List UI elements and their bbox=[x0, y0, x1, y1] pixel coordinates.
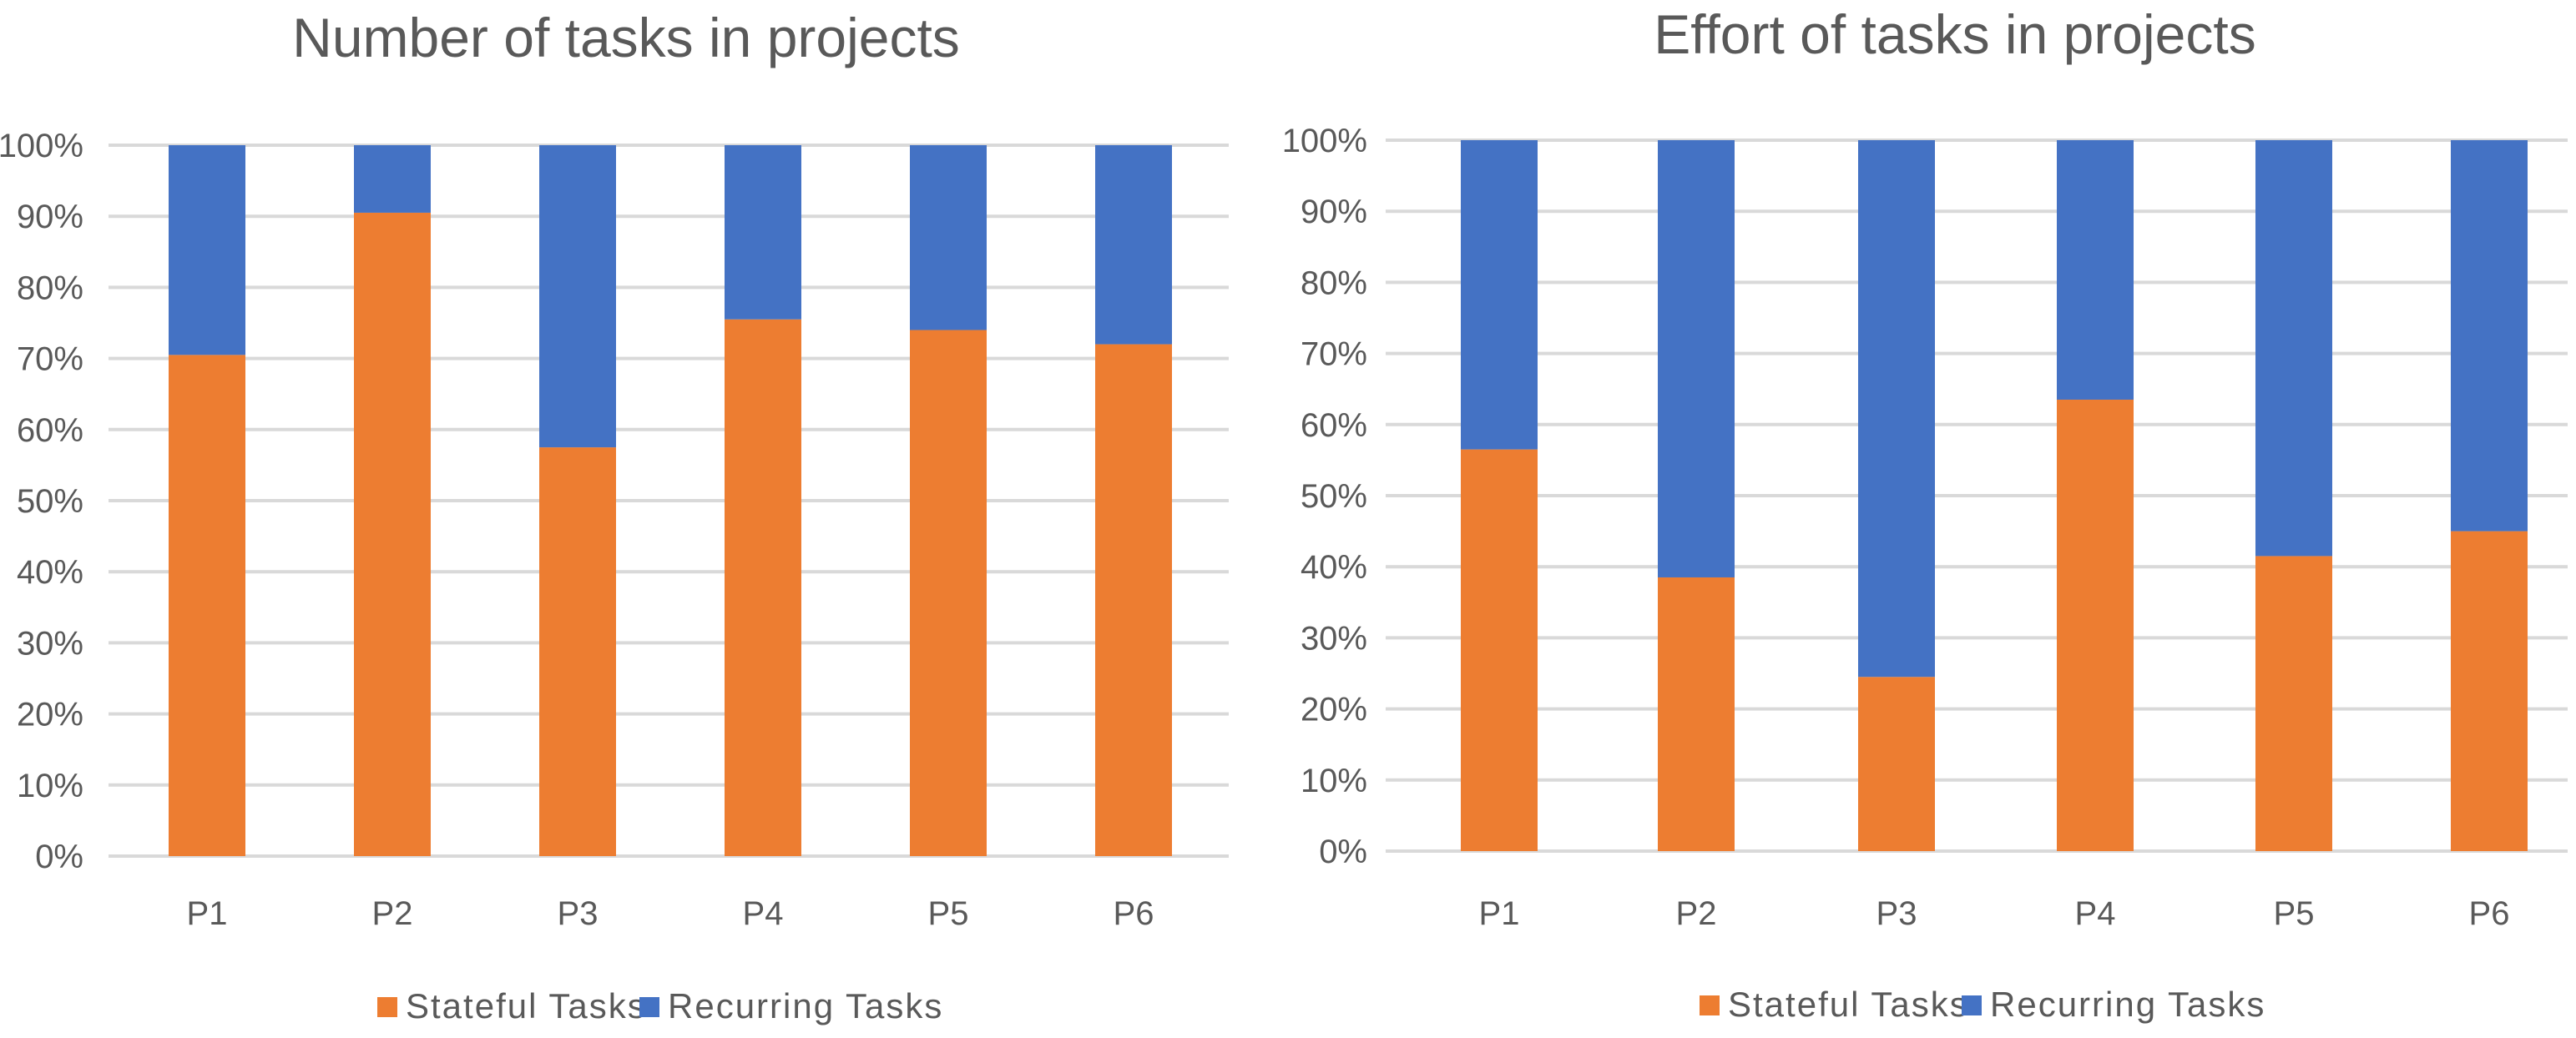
legend-label-stateful: Stateful Tasks bbox=[406, 986, 647, 1025]
chart-title: Number of tasks in projects bbox=[292, 7, 960, 68]
y-axis-ticks: 0% 10% 20% 30% 40% 50% 60% 70% 80% 90% 100% bbox=[0, 128, 83, 875]
y-tick-label: 20% bbox=[1301, 692, 1367, 728]
x-tick-label: P4 bbox=[2075, 895, 2116, 932]
bar-recurring-p5 bbox=[910, 145, 987, 330]
y-tick-label: 20% bbox=[17, 697, 83, 733]
y-tick-label: 100% bbox=[0, 128, 83, 164]
x-tick-label: P1 bbox=[1479, 895, 1520, 932]
y-tick-label: 90% bbox=[1301, 194, 1367, 230]
bar-recurring-p6 bbox=[1095, 145, 1172, 345]
legend-swatch-recurring bbox=[1962, 995, 1982, 1015]
x-tick-label: P4 bbox=[743, 895, 784, 932]
y-tick-label: 50% bbox=[1301, 478, 1367, 515]
bar-recurring-p2 bbox=[1658, 140, 1735, 577]
y-tick-label: 40% bbox=[17, 554, 83, 591]
x-tick-label: P3 bbox=[558, 895, 599, 932]
bar-stateful-p3 bbox=[1858, 677, 1935, 851]
y-tick-label: 100% bbox=[1282, 123, 1367, 159]
number-of-tasks-chart: Number of tasks in projects 0% 10% 20% 30% 4… bbox=[0, 7, 1229, 1025]
bar-recurring-p4 bbox=[725, 145, 801, 320]
bar-stateful-p3 bbox=[539, 447, 616, 856]
y-tick-label: 0% bbox=[35, 839, 83, 875]
bar-recurring-p5 bbox=[2255, 140, 2332, 557]
legend-label-recurring: Recurring Tasks bbox=[1990, 985, 2265, 1024]
legend: Stateful Tasks Recurring Tasks bbox=[377, 986, 943, 1025]
y-tick-label: 30% bbox=[17, 625, 83, 662]
x-tick-label: P5 bbox=[2274, 895, 2315, 932]
x-tick-label: P2 bbox=[372, 895, 413, 932]
bar-recurring-p2 bbox=[354, 145, 431, 213]
y-tick-label: 30% bbox=[1301, 620, 1367, 657]
x-axis-ticks: P1 P2 P3 P4 P5 P6 bbox=[1479, 895, 2510, 932]
y-tick-label: 70% bbox=[17, 341, 83, 378]
y-tick-label: 80% bbox=[1301, 265, 1367, 301]
y-tick-label: 10% bbox=[1301, 763, 1367, 799]
x-tick-label: P1 bbox=[187, 895, 228, 932]
legend-swatch-recurring bbox=[639, 997, 659, 1017]
legend-swatch-stateful bbox=[1700, 995, 1720, 1015]
bar-stateful-p6 bbox=[1095, 344, 1172, 856]
y-tick-label: 80% bbox=[17, 270, 83, 306]
bar-recurring-p6 bbox=[2451, 140, 2528, 532]
legend-label-stateful: Stateful Tasks bbox=[1728, 985, 1969, 1024]
bar-stateful-p4 bbox=[2057, 399, 2134, 852]
bar-recurring-p4 bbox=[2057, 140, 2134, 400]
x-tick-label: P3 bbox=[1876, 895, 1917, 932]
bar-stateful-p5 bbox=[2255, 556, 2332, 851]
effort-of-tasks-chart: Effort of tasks in projects 0% 10% 20% 30% 4… bbox=[1282, 3, 2568, 1024]
bar-stateful-p6 bbox=[2451, 531, 2528, 851]
chart-title: Effort of tasks in projects bbox=[1654, 3, 2255, 65]
x-tick-label: P2 bbox=[1676, 895, 1717, 932]
bar-stateful-p5 bbox=[910, 330, 987, 856]
x-tick-label: P6 bbox=[2469, 895, 2510, 932]
y-tick-label: 90% bbox=[17, 199, 83, 235]
y-tick-label: 0% bbox=[1319, 834, 1367, 870]
gridlines bbox=[109, 144, 1229, 858]
bar-recurring-p1 bbox=[1461, 140, 1538, 450]
bars bbox=[1461, 140, 2528, 852]
y-tick-label: 60% bbox=[17, 412, 83, 449]
legend: Stateful Tasks Recurring Tasks bbox=[1700, 985, 2265, 1024]
bars bbox=[169, 145, 1172, 857]
bar-recurring-p3 bbox=[539, 145, 616, 448]
y-tick-label: 60% bbox=[1301, 407, 1367, 444]
bar-recurring-p1 bbox=[169, 145, 245, 355]
legend-swatch-stateful bbox=[377, 997, 397, 1017]
y-tick-label: 70% bbox=[1301, 336, 1367, 373]
bar-stateful-p1 bbox=[169, 355, 245, 857]
bar-stateful-p2 bbox=[1658, 577, 1735, 851]
y-tick-label: 40% bbox=[1301, 549, 1367, 586]
y-axis-ticks: 0% 10% 20% 30% 40% 50% 60% 70% 80% 90% 100% bbox=[1282, 123, 1367, 870]
gridlines bbox=[1386, 139, 2568, 853]
legend-label-recurring: Recurring Tasks bbox=[668, 986, 943, 1025]
bar-recurring-p3 bbox=[1858, 140, 1935, 678]
x-tick-label: P6 bbox=[1114, 895, 1154, 932]
x-tick-label: P5 bbox=[928, 895, 969, 932]
bar-stateful-p1 bbox=[1461, 449, 1538, 851]
bar-stateful-p2 bbox=[354, 212, 431, 856]
x-axis-ticks: P1 P2 P3 P4 P5 P6 bbox=[187, 895, 1154, 932]
y-tick-label: 50% bbox=[17, 483, 83, 520]
bar-stateful-p4 bbox=[725, 319, 801, 856]
y-tick-label: 10% bbox=[17, 768, 83, 804]
